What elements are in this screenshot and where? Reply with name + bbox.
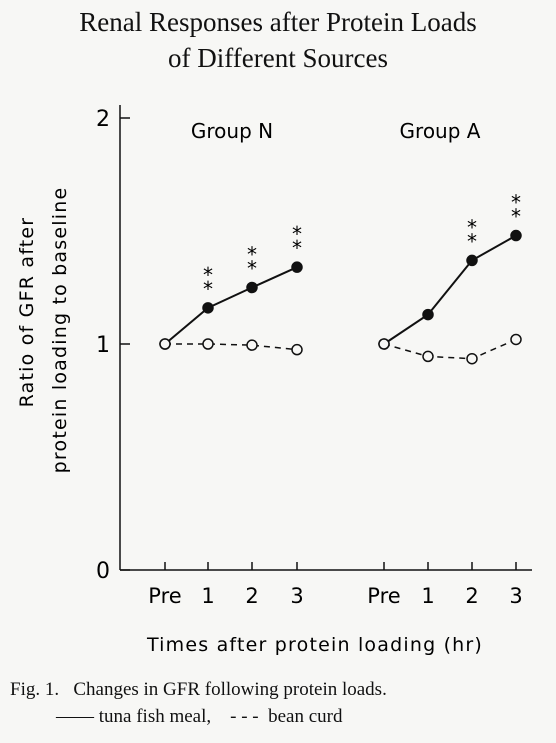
data-point-filled — [202, 302, 214, 314]
figure-caption: Fig. 1. Changes in GFR following protein… — [10, 679, 387, 700]
significance-mark: * — [247, 243, 257, 267]
panel-label: Group N — [191, 119, 273, 143]
x-tick-label: Pre — [367, 584, 400, 608]
y-tick-label: 2 — [96, 107, 110, 132]
x-tick-label: Pre — [148, 584, 181, 608]
data-point-filled — [422, 308, 434, 321]
data-point-filled — [510, 229, 522, 242]
x-tick-label: 3 — [290, 584, 303, 608]
series-line-bean-curd — [383, 338, 517, 360]
series-line-tuna-fish — [164, 266, 298, 345]
significance-mark: * — [467, 229, 477, 253]
chart-title-line1: Renal Responses after Protein Loads — [79, 7, 477, 37]
y-tick-label: 1 — [96, 333, 110, 358]
data-point-open — [246, 339, 258, 351]
x-tick-label: 3 — [509, 584, 522, 608]
data-point-filled — [246, 281, 258, 294]
chart-marks: ********** — [159, 191, 522, 365]
significance-mark: * — [467, 215, 477, 239]
x-tick-label: 1 — [421, 584, 434, 608]
data-point-open — [510, 333, 522, 346]
x-tick-label: 2 — [245, 584, 258, 608]
data-point-open — [202, 338, 214, 350]
data-point-filled — [291, 261, 303, 273]
data-point-open — [291, 343, 303, 356]
y-tick-label: 0 — [96, 559, 110, 584]
data-point-open — [378, 338, 390, 350]
axes: 0 1 2 Ratio of GFR after protein loading to … — [16, 105, 532, 656]
data-point-open — [422, 350, 434, 363]
series-line-tuna-fish — [383, 234, 517, 345]
data-point-open — [466, 352, 478, 365]
significance-mark: * — [292, 222, 302, 246]
series-line-bean-curd — [165, 343, 298, 351]
panel-label: Group A — [400, 119, 481, 143]
significance-mark: * — [203, 277, 213, 301]
significance-mark: * — [203, 263, 213, 287]
y-axis-label-line1: Ratio of GFR after — [16, 217, 38, 408]
x-tick-label: 1 — [201, 584, 214, 608]
significance-mark: * — [292, 236, 302, 260]
y-axis-label-line2: protein loading to baseline — [49, 187, 71, 474]
chart-title-line2: of Different Sources — [168, 43, 388, 73]
x-axis-label: Times after protein loading (hr) — [146, 634, 483, 656]
data-point-open — [159, 338, 171, 350]
figure-legend: —— tuna fish meal, - - - bean curd — [56, 706, 343, 727]
significance-mark: * — [511, 191, 521, 215]
significance-mark: * — [511, 205, 521, 229]
data-point-filled — [466, 254, 478, 267]
x-tick-label: 2 — [465, 584, 478, 608]
significance-mark: * — [247, 257, 257, 281]
